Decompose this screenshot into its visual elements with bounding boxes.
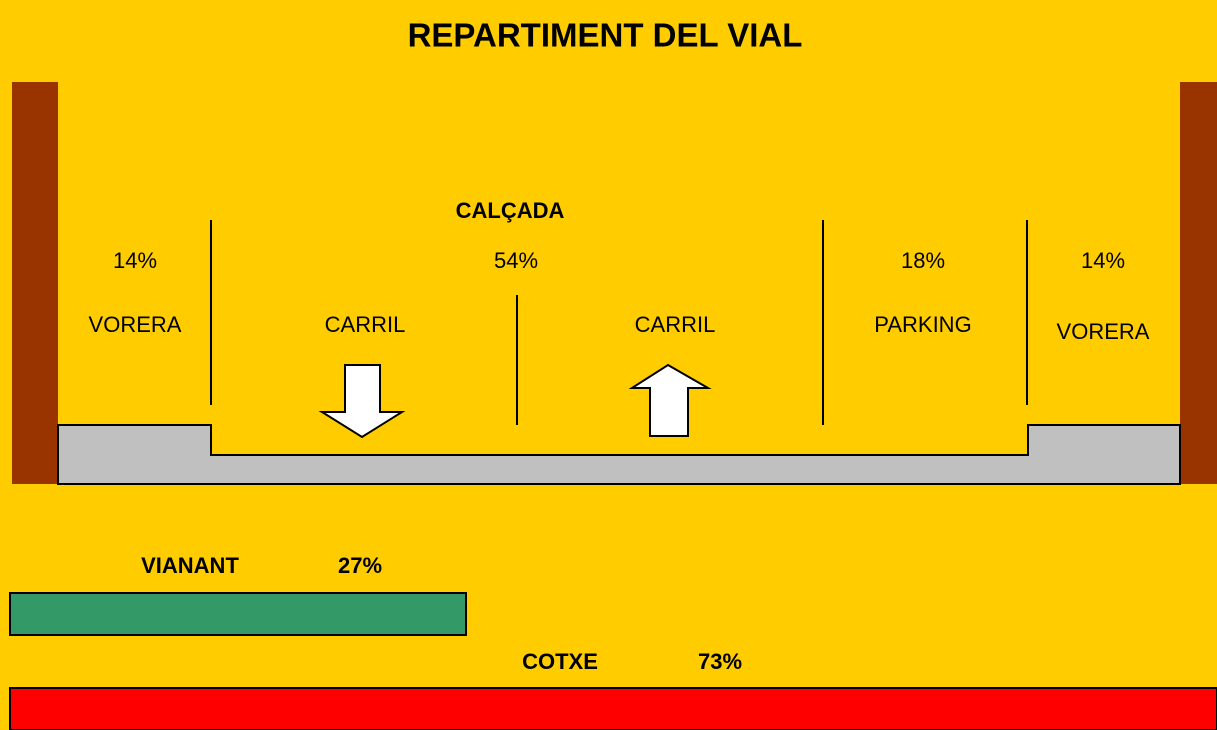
up-arrow xyxy=(628,363,712,437)
section-percent: 14% xyxy=(113,248,157,273)
title: REPARTIMENT DEL VIAL xyxy=(408,17,803,54)
section-percent: 14% xyxy=(1081,248,1125,273)
dividers xyxy=(210,220,1028,425)
road-profile xyxy=(57,424,1181,485)
left-wall xyxy=(12,82,58,484)
car-bar xyxy=(9,687,1217,730)
mode-percent: 27% xyxy=(338,553,382,578)
calcada-percent: 54% xyxy=(494,248,538,273)
mode-label: VIANANT xyxy=(141,553,239,578)
pedestrian-bar xyxy=(9,592,467,636)
mode-label: COTXE xyxy=(522,649,598,674)
section-percent: 18% xyxy=(901,248,945,273)
section-label: VORERA xyxy=(1057,319,1150,344)
right-wall xyxy=(1180,82,1217,484)
section-label: PARKING xyxy=(874,312,971,337)
section-label: CARRIL xyxy=(635,312,716,337)
down-arrow xyxy=(318,364,406,439)
mode-percent: 73% xyxy=(698,649,742,674)
section-label: CARRIL xyxy=(325,312,406,337)
calcada-label: CALÇADA xyxy=(456,198,565,223)
section-label: VORERA xyxy=(89,312,182,337)
